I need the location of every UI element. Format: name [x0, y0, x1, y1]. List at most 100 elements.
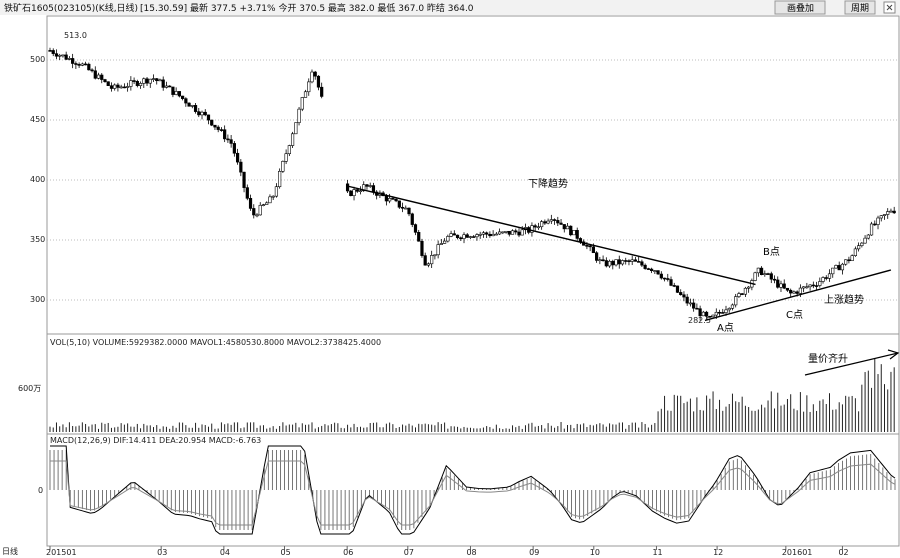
candle-body [368, 185, 372, 187]
candle-body [850, 255, 854, 262]
candle-body [863, 237, 867, 244]
macd-zero-label: 0 [38, 486, 43, 495]
candle-body [465, 234, 469, 238]
candle-body [64, 54, 68, 60]
candle-body [497, 231, 502, 235]
candle-body [394, 199, 398, 202]
x-tick-label: 05 [280, 548, 290, 557]
candle-body [808, 284, 812, 288]
candle-body [297, 108, 301, 123]
candle-body [814, 285, 819, 287]
candle-body [857, 245, 861, 250]
candle-body [666, 278, 670, 280]
candle-body [779, 283, 783, 288]
trend-line [347, 185, 756, 286]
candle-body [688, 302, 693, 305]
symbol-title: 铁矿石1605(023105)(K线,日线) [4, 2, 138, 14]
candle-body [116, 84, 120, 88]
candle-body [604, 260, 608, 267]
x-tick-label: 06 [343, 548, 353, 557]
candle-body [759, 267, 764, 276]
candle-body [769, 273, 773, 280]
candle-body [155, 78, 159, 82]
candle-body [591, 246, 595, 254]
candle-body [200, 111, 204, 116]
price-grid [47, 59, 899, 301]
candle-body [650, 268, 654, 272]
candle-body [675, 285, 680, 293]
candle-body [824, 277, 828, 279]
x-axis: 201501 03 04 05 06 07 08 09 10 11 12 201601 02 [46, 546, 849, 557]
candle-body [452, 233, 456, 236]
candle-body [313, 71, 317, 77]
candle-body [640, 261, 644, 266]
candle-body [844, 259, 848, 265]
candle-body [485, 232, 489, 235]
candle-body [310, 71, 314, 83]
candle-body [692, 302, 696, 309]
candle-body [278, 171, 282, 188]
candle-body [834, 265, 838, 269]
candle-body [607, 260, 612, 267]
macd-series [49, 445, 896, 535]
candle-body [543, 221, 547, 224]
x-tick-label: 12 [713, 548, 723, 557]
trend-lines [347, 185, 892, 322]
volume-y-label: 600万 [18, 384, 41, 393]
candle-body [656, 270, 660, 275]
candle-body [80, 63, 84, 66]
x-tick-label: 03 [157, 548, 167, 557]
candle-body [889, 210, 893, 213]
macd-header: MACD(12,26,9) DIF:14.411 DEA:20.954 MACD… [50, 436, 261, 445]
candle-body [203, 111, 207, 116]
candle-body [303, 91, 308, 98]
candle-body [459, 237, 463, 240]
candle-body [730, 304, 735, 309]
point-b-label: B点 [763, 246, 780, 258]
candle-body [672, 285, 676, 287]
overlay-button[interactable] [774, 0, 826, 15]
candle-body [562, 224, 566, 230]
macd-dea-line [50, 460, 896, 526]
candle-body [624, 260, 628, 262]
x-tick-label: 09 [529, 548, 539, 557]
candle-body [258, 204, 262, 216]
candle-body [352, 189, 356, 196]
candle-body [620, 260, 625, 265]
candle-body [556, 220, 560, 224]
period-button[interactable] [844, 0, 876, 15]
candle-body [142, 78, 146, 84]
candles [48, 47, 896, 321]
candle-body [51, 50, 55, 54]
candle-body [90, 69, 94, 72]
candle-body [866, 234, 870, 239]
candle-body [785, 287, 790, 291]
candle-body [164, 85, 169, 88]
candle-body [300, 97, 304, 110]
candle-body [365, 184, 369, 187]
candle-body [520, 229, 524, 236]
quote-info: [15.30.59] 最新 377.5 +3.71% 今开 370.5 最高 3… [140, 2, 474, 14]
candle-body [397, 200, 401, 208]
candle-body [737, 293, 741, 297]
candle-body [290, 133, 295, 146]
candle-body [426, 263, 431, 266]
candle-body [766, 273, 770, 275]
candle-body [77, 64, 81, 66]
candle-body [533, 225, 537, 228]
close-icon-glyph [886, 4, 893, 11]
candle-body [882, 214, 887, 216]
candle-body [113, 84, 117, 89]
candle-body [530, 225, 534, 233]
volume-header: VOL(5,10) VOLUME:5929382.0000 MAVOL1:458… [50, 338, 381, 347]
candle-body [430, 255, 434, 265]
candle-body [268, 196, 272, 204]
uptrend-label: 上涨趋势 [824, 293, 864, 306]
candle-body [776, 279, 780, 288]
candle-body [504, 230, 508, 233]
candle-body [239, 161, 243, 173]
candle-body [345, 183, 350, 192]
candle-body [704, 311, 709, 317]
candle-body [876, 217, 880, 225]
candle-body [643, 264, 647, 269]
